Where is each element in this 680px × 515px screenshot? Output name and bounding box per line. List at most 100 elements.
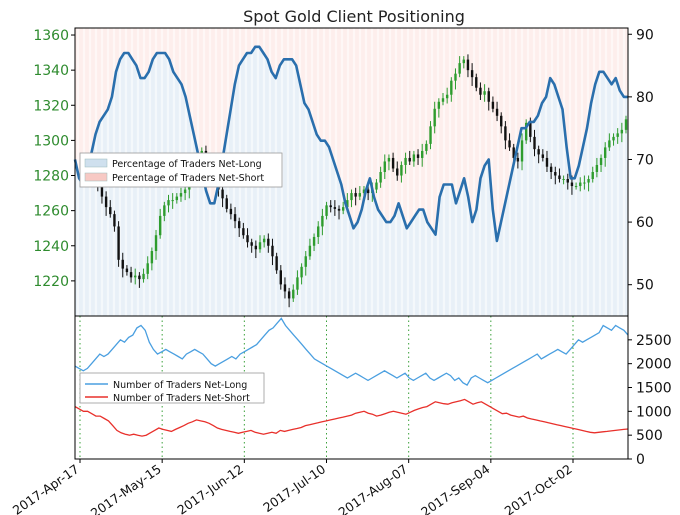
net-short-count-line: [74, 398, 629, 437]
date-tick-label: 2017-Oct-02: [502, 461, 575, 515]
candle-body: [570, 182, 574, 187]
candle-body: [379, 172, 382, 183]
candle-body: [500, 115, 503, 127]
net-long-area: [75, 46, 628, 317]
candle-body: [579, 182, 582, 187]
candle-body: [391, 157, 395, 169]
candle-body: [524, 122, 528, 141]
chart-title: Spot Gold Client Positioning: [243, 7, 465, 26]
bottom-right-tick-label: 0: [636, 452, 645, 468]
candle-body: [233, 214, 237, 222]
candle-body: [154, 235, 158, 252]
candle-body: [158, 215, 162, 236]
bottom-right-tick-label: 2000: [636, 357, 672, 373]
candle-body: [458, 63, 461, 74]
candle-body: [292, 289, 295, 299]
date-tick-label: 2017-May-15: [88, 461, 164, 515]
candle-body: [350, 193, 353, 201]
left-tick-label: 1340: [33, 63, 69, 79]
candle-body: [495, 108, 499, 116]
candle-body: [425, 143, 428, 151]
candle-body: [470, 70, 474, 78]
candle-body: [333, 207, 337, 209]
candle-body: [587, 179, 590, 183]
candle-body: [475, 77, 478, 88]
candle-body: [142, 273, 145, 280]
candle-body: [238, 221, 241, 229]
candle-body: [171, 200, 174, 202]
bottom-right-tick-label: 1000: [636, 404, 672, 420]
candle-body: [608, 140, 611, 148]
candle-body: [341, 207, 345, 211]
legend-label: Number of Traders Net-Long: [113, 380, 247, 391]
candle-body: [150, 251, 154, 264]
right-tick-label: 70: [636, 152, 654, 168]
candle-body: [138, 275, 141, 280]
left-tick-label: 1280: [33, 169, 69, 185]
candle-body: [421, 150, 424, 158]
legend-top: Percentage of Traders Net-Long Percentage…: [79, 152, 283, 188]
left-tick-label: 1240: [33, 239, 69, 255]
candle-body: [412, 154, 416, 162]
candle-body: [346, 200, 349, 208]
candle-body: [549, 166, 553, 172]
candle-body: [242, 228, 245, 236]
candle-body: [117, 226, 120, 260]
candle-body: [558, 175, 561, 180]
right-tick-label: 60: [636, 215, 654, 231]
candle-body: [512, 147, 515, 158]
candle-body: [396, 168, 399, 176]
left-tick-label: 1320: [33, 98, 69, 114]
legend-swatch: [84, 158, 108, 168]
line-layer: [73, 45, 629, 437]
candle-body: [387, 157, 391, 162]
date-tick-label: 2017-Jul-10: [260, 461, 328, 515]
candle-body: [329, 205, 332, 208]
candle-body: [416, 154, 420, 158]
candle-body: [163, 205, 166, 216]
candle-body: [441, 98, 445, 102]
candle-body: [408, 157, 411, 162]
candle-body: [104, 196, 108, 208]
bottom-right-tick-label: 500: [636, 428, 663, 444]
candle-body: [317, 226, 320, 237]
candle-body: [113, 214, 116, 227]
legend-swatch: [84, 172, 108, 182]
candle-body: [308, 245, 312, 257]
candle-body: [167, 200, 170, 206]
candle-body: [287, 291, 291, 299]
candle-body: [516, 157, 520, 162]
candle-body: [100, 186, 104, 197]
candle-body: [279, 270, 282, 285]
legend-label: Percentage of Traders Net-Short: [112, 173, 264, 184]
candle-body: [271, 245, 274, 257]
candle-body: [300, 266, 303, 278]
date-tick-label: 2017-Jun-12: [174, 461, 246, 515]
left-tick-label: 1220: [33, 274, 69, 290]
candle-body: [604, 147, 607, 158]
candle-body: [616, 133, 619, 137]
candle-body: [529, 122, 532, 137]
candle-body: [321, 215, 324, 227]
candle-body: [554, 172, 557, 176]
candle-body: [595, 164, 599, 172]
candle-body: [258, 242, 262, 250]
candle-body: [325, 205, 328, 216]
candle-body: [466, 59, 470, 71]
candle-body: [179, 193, 183, 197]
candle-body: [541, 154, 545, 158]
candle-body: [362, 189, 366, 194]
left-tick-label: 1360: [33, 28, 69, 44]
candle-body: [520, 140, 524, 162]
candle-body: [225, 198, 228, 209]
candle-body: [433, 108, 436, 127]
candle-body: [624, 119, 628, 130]
legend-label: Percentage of Traders Net-Long: [112, 159, 262, 170]
candle-body: [358, 193, 362, 197]
candle-body: [254, 245, 258, 250]
candle-body: [337, 208, 341, 211]
date-tick-label: 2017-Apr-17: [10, 461, 82, 515]
candle-body: [250, 242, 253, 246]
candle-body: [487, 91, 490, 102]
